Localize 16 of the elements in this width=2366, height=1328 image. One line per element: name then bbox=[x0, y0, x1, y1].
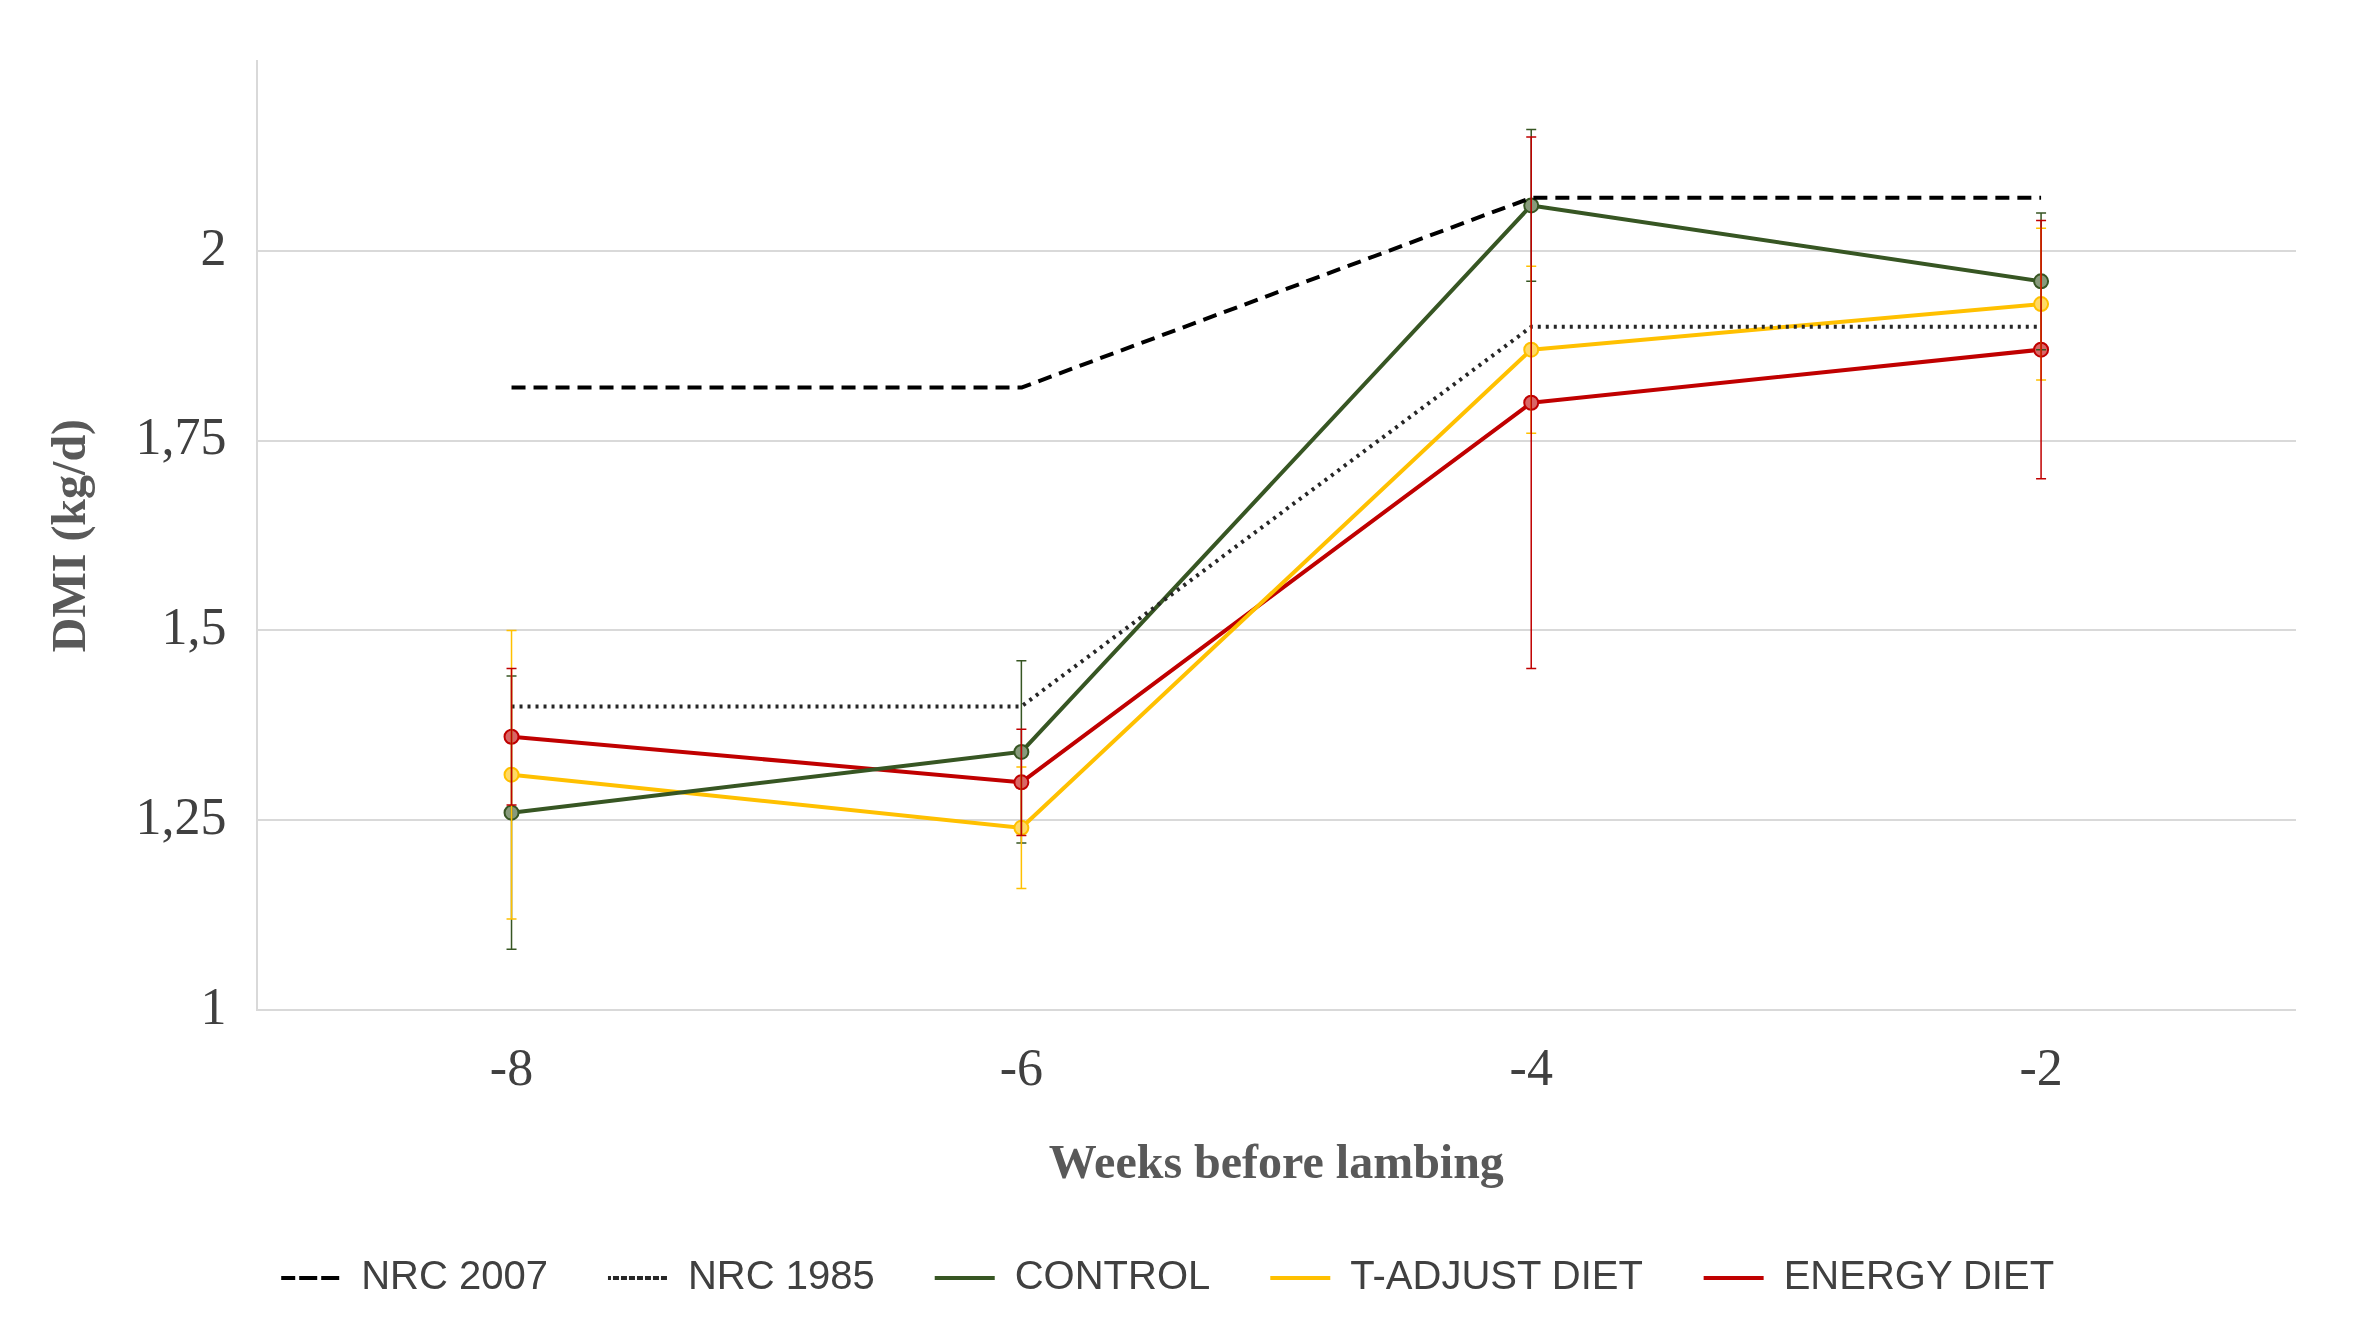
y-tick-label: 1 bbox=[200, 977, 227, 1035]
legend-label: CONTROL bbox=[1014, 1253, 1211, 1298]
x-tick-label: -2 bbox=[2019, 1038, 2063, 1096]
legend-label: NRC 1985 bbox=[687, 1253, 875, 1298]
legend-label: T-ADJUST DIET bbox=[1350, 1253, 1643, 1298]
x-tick-label: -8 bbox=[489, 1038, 534, 1096]
legend-label: NRC 2007 bbox=[361, 1253, 548, 1298]
x-tick-label: -6 bbox=[999, 1038, 1044, 1096]
y-tick-label: 1,25 bbox=[135, 787, 227, 845]
legend-label: ENERGY DIET bbox=[1783, 1253, 2055, 1298]
y-tick-label: 2 bbox=[200, 218, 227, 276]
y-tick-label: 1,75 bbox=[135, 408, 227, 466]
x-tick-label: -4 bbox=[1509, 1038, 1553, 1096]
x-axis-title: Weeks before lambing bbox=[1048, 1134, 1504, 1188]
y-tick-label: 1,5 bbox=[161, 598, 227, 656]
y-axis-title: DMI (kg/d) bbox=[42, 418, 97, 653]
